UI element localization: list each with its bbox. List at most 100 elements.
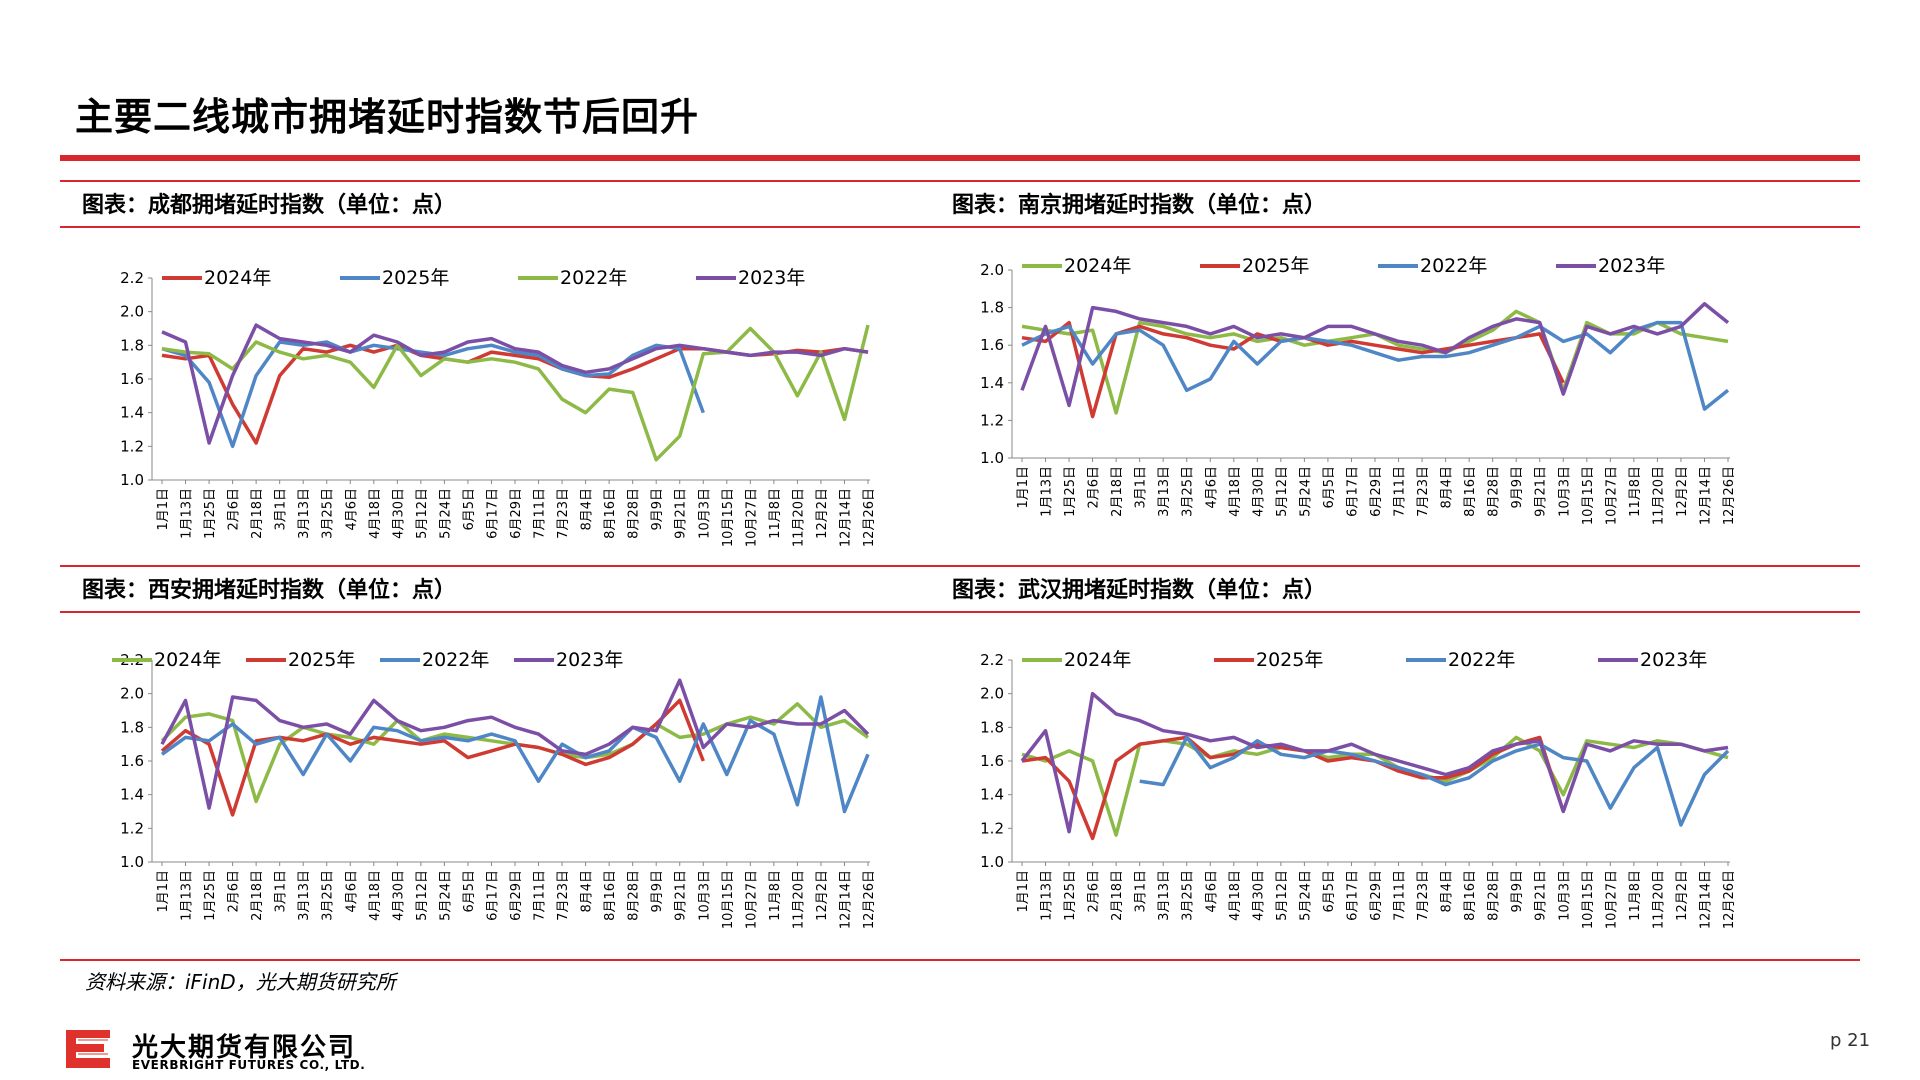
x-tick-label: 5月24日 <box>1298 870 1313 921</box>
x-tick-label: 4月6日 <box>1204 466 1219 509</box>
y-tick-label: 1.4 <box>120 404 144 422</box>
x-tick-label: 12月26日 <box>862 488 877 547</box>
x-tick-label: 8月16日 <box>1463 870 1478 921</box>
x-tick-label: 2月6日 <box>227 870 242 913</box>
x-tick-label: 12月14日 <box>838 870 853 929</box>
x-tick-label: 6月5日 <box>1322 466 1337 509</box>
x-tick-label: 7月11日 <box>1393 870 1408 921</box>
y-tick-label: 1.4 <box>120 786 144 804</box>
x-tick-label: 12月14日 <box>1698 466 1713 525</box>
y-tick-label: 1.6 <box>980 336 1004 354</box>
x-tick-label: 5月12日 <box>415 870 430 921</box>
page-title: 主要二线城市拥堵延时指数节后回升 <box>75 95 700 139</box>
x-tick-label: 1月1日 <box>156 488 171 531</box>
x-tick-label: 2月6日 <box>1087 466 1102 509</box>
chengdu-line-chart: 1.0 1.2 1.4 1.6 1.8 2.0 2.2 1月1日 1月13日 1月25日 2月6日 2… <box>120 267 877 547</box>
series-line-2022年 <box>1139 735 1730 827</box>
x-tick-label: 3月25日 <box>321 870 336 921</box>
x-tick-label: 11月20日 <box>1651 870 1666 929</box>
panel-caption-xian: 图表：西安拥堵延时指数（单位：点） <box>60 565 930 613</box>
x-tick-label: 7月23日 <box>556 488 571 539</box>
x-tick-label: 4月30日 <box>1251 466 1266 517</box>
series-line-2023年 <box>1020 302 1730 408</box>
legend-label: 2025年 <box>382 267 449 289</box>
y-tick-label: 1.4 <box>980 374 1004 392</box>
y-tick-label: 2.0 <box>980 685 1004 703</box>
x-tick-label: 12月26日 <box>1722 870 1737 929</box>
y-tick-label: 1.6 <box>120 370 144 388</box>
x-tick-label: 5月24日 <box>438 488 453 539</box>
series-line-2023年 <box>1020 691 1729 834</box>
x-tick-label: 6月29日 <box>1369 466 1384 517</box>
everbright-logo <box>64 1028 114 1070</box>
y-tick-label: 1.2 <box>120 819 144 837</box>
x-tick-label: 10月27日 <box>744 870 759 929</box>
x-tick-label: 11月8日 <box>768 488 783 539</box>
x-tick-label: 6月29日 <box>509 488 524 539</box>
x-tick-label: 3月13日 <box>1157 870 1172 921</box>
company-name-cn: 光大期货有限公司 <box>132 1033 357 1063</box>
legend-label: 2025年 <box>1242 255 1309 277</box>
legend-item: 2025年 <box>246 649 355 671</box>
x-tick-label: 4月6日 <box>344 488 359 531</box>
x-tick-label: 3月25日 <box>321 488 336 539</box>
source-divider <box>60 959 1860 961</box>
x-tick-label: 3月13日 <box>1157 466 1172 517</box>
x-tick-label: 10月15日 <box>1581 870 1596 929</box>
x-tick-label: 4月6日 <box>1204 870 1219 913</box>
x-tick-label: 5月12日 <box>1275 466 1290 517</box>
legend-item: 2025年 <box>1200 255 1309 277</box>
legend-label: 2024年 <box>154 649 221 671</box>
y-tick-label: 1.0 <box>120 853 144 871</box>
x-tick-label: 4月30日 <box>391 488 406 539</box>
panel-caption-wuhan: 图表：武汉拥堵延时指数（单位：点） <box>930 565 1860 613</box>
x-tick-label: 8月16日 <box>1463 466 1478 517</box>
x-tick-label: 8月4日 <box>1440 870 1455 913</box>
x-tick-label: 3月1日 <box>1134 466 1149 509</box>
x-tick-label: 2月6日 <box>227 488 242 531</box>
x-tick-label: 8月28日 <box>627 488 642 539</box>
x-tick-label: 7月11日 <box>1393 466 1408 517</box>
y-tick-label: 1.4 <box>980 786 1004 804</box>
legend-label: 2025年 <box>288 649 355 671</box>
x-tick-label: 3月1日 <box>274 488 289 531</box>
x-tick-label: 6月5日 <box>1322 870 1337 913</box>
y-tick-label: 1.6 <box>120 752 144 770</box>
x-tick-label: 4月6日 <box>344 870 359 913</box>
x-tick-label: 12月2日 <box>815 870 830 921</box>
x-tick-label: 9月21日 <box>674 870 689 921</box>
y-tick-label: 1.0 <box>980 853 1004 871</box>
x-tick-label: 8月28日 <box>627 870 642 921</box>
legend-label: 2022年 <box>1448 649 1515 671</box>
legend-label: 2023年 <box>738 267 805 289</box>
x-tick-label: 6月17日 <box>485 488 500 539</box>
x-tick-label: 5月12日 <box>1275 870 1290 921</box>
legend-item: 2023年 <box>514 649 623 671</box>
x-tick-label: 10月15日 <box>721 870 736 929</box>
x-tick-label: 10月27日 <box>1604 870 1619 929</box>
x-tick-label: 6月17日 <box>485 870 500 921</box>
legend-item: 2024年 <box>162 267 271 289</box>
y-tick-label: 1.6 <box>980 752 1004 770</box>
panel-caption-nanjing: 图表：南京拥堵延时指数（单位：点） <box>930 180 1860 228</box>
x-tick-label: 3月13日 <box>297 488 312 539</box>
x-tick-label: 3月25日 <box>1181 466 1196 517</box>
x-tick-label: 2月18日 <box>250 870 265 921</box>
x-tick-label: 11月20日 <box>1651 466 1666 525</box>
x-tick-label: 2月18日 <box>250 488 265 539</box>
legend-item: 2024年 <box>1022 649 1131 671</box>
y-tick-label: 2.0 <box>120 685 144 703</box>
legend-item: 2022年 <box>518 267 627 289</box>
x-tick-label: 12月26日 <box>862 870 877 929</box>
series-line-2025年 <box>1021 735 1565 841</box>
legend-label: 2022年 <box>1420 255 1487 277</box>
x-tick-label: 3月13日 <box>297 870 312 921</box>
series-line-2022年 <box>1021 320 1730 411</box>
x-tick-label: 12月2日 <box>1675 466 1690 517</box>
x-tick-label: 1月25日 <box>203 488 218 539</box>
nanjing-line-chart: 1.0 1.2 1.4 1.6 1.8 2.0 1月1日 1月13日 1月25日 2月6日 2月18… <box>980 255 1737 525</box>
x-tick-label: 11月20日 <box>791 870 806 929</box>
x-tick-label: 1月13日 <box>1040 870 1055 921</box>
x-tick-label: 7月23日 <box>1416 870 1431 921</box>
y-tick-label: 2.2 <box>120 269 144 287</box>
